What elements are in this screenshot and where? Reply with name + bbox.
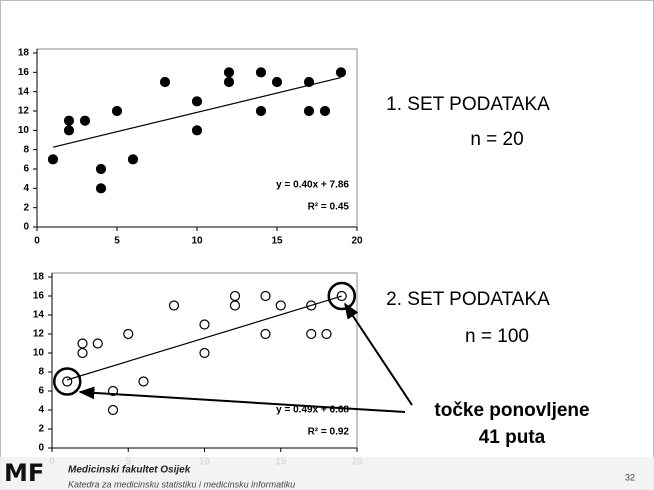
- plot-area: [51, 272, 358, 449]
- trendline: [52, 76, 342, 148]
- point: [95, 163, 107, 175]
- point: [321, 328, 332, 340]
- point: [107, 385, 119, 397]
- point: [191, 125, 203, 136]
- point: [255, 105, 267, 117]
- set-title: 1. SET PODATAKA: [386, 94, 550, 115]
- point: [92, 338, 103, 349]
- trendline: [67, 295, 342, 381]
- plot-area: [36, 48, 358, 228]
- y-tick-label: 16: [33, 291, 45, 302]
- equation: y = 0.49x + 6.68: [276, 405, 349, 416]
- y-tick-label: 18: [33, 272, 45, 283]
- highlight-ring: [327, 281, 356, 311]
- point: [255, 67, 267, 78]
- y-tick-label: 8: [38, 367, 44, 378]
- y-tick-label: 0: [38, 443, 44, 454]
- department: Katedra za medicinsku statistiku i medic…: [68, 479, 295, 489]
- point: [191, 96, 203, 107]
- faculty: Medicinski fakultet Osijek: [68, 465, 191, 476]
- y-tick-label: 14: [18, 86, 30, 97]
- point: [306, 300, 317, 311]
- point: [260, 328, 271, 340]
- point: [223, 67, 235, 78]
- y-tick-label: 2: [23, 202, 29, 213]
- y-tick-label: 8: [23, 144, 29, 155]
- y-tick-label: 10: [33, 348, 45, 359]
- highlight-ring: [53, 367, 82, 396]
- point: [47, 154, 59, 165]
- y-tick-label: 12: [33, 329, 45, 340]
- set-n: n = 20: [470, 129, 523, 150]
- y-tick-label: 0: [23, 222, 29, 233]
- set-title: 2. SET PODATAKA: [386, 289, 550, 310]
- point: [335, 67, 347, 78]
- point: [111, 105, 123, 117]
- y-tick-label: 14: [33, 310, 45, 321]
- point: [107, 404, 119, 416]
- point: [229, 300, 241, 311]
- y-tick-label: 4: [23, 183, 29, 194]
- x-tick-label: 10: [191, 236, 203, 247]
- point: [260, 290, 271, 302]
- point: [63, 125, 75, 136]
- point: [223, 76, 235, 88]
- point: [79, 115, 91, 126]
- arrow: [78, 386, 406, 413]
- point: [168, 300, 180, 311]
- note: točke ponovljene: [434, 400, 589, 421]
- page-number: 32: [625, 472, 635, 482]
- set-n: n = 100: [465, 326, 529, 347]
- footer: [0, 457, 654, 490]
- point: [123, 328, 134, 340]
- x-tick-label: 15: [271, 236, 283, 247]
- r-squared: R² = 0.45: [308, 202, 350, 213]
- x-tick-label: 5: [114, 236, 120, 247]
- point: [199, 319, 210, 330]
- point: [271, 76, 283, 88]
- r-squared: R² = 0.92: [308, 427, 350, 438]
- point: [95, 183, 107, 194]
- point: [336, 290, 347, 302]
- y-tick-label: 2: [38, 424, 44, 435]
- point: [138, 376, 149, 387]
- y-tick-label: 4: [38, 405, 44, 416]
- arrow: [344, 302, 413, 406]
- y-tick-label: 10: [18, 125, 30, 136]
- point: [199, 347, 210, 359]
- point: [77, 338, 88, 349]
- y-tick-label: 18: [18, 48, 30, 59]
- point: [159, 76, 171, 88]
- point: [127, 154, 139, 165]
- point: [62, 376, 73, 387]
- note: 41 puta: [479, 427, 546, 448]
- point: [303, 105, 315, 117]
- x-tick-label: 0: [34, 236, 40, 247]
- y-tick-label: 12: [18, 106, 30, 117]
- point: [319, 105, 331, 117]
- logo: MF: [4, 459, 44, 487]
- point: [306, 328, 317, 340]
- x-tick-label: 20: [351, 236, 363, 247]
- y-tick-label: 6: [23, 164, 29, 175]
- y-tick-label: 6: [38, 386, 44, 397]
- point: [63, 115, 75, 126]
- equation: y = 0.40x + 7.86: [276, 180, 349, 191]
- y-tick-label: 16: [18, 67, 30, 78]
- point: [275, 300, 286, 311]
